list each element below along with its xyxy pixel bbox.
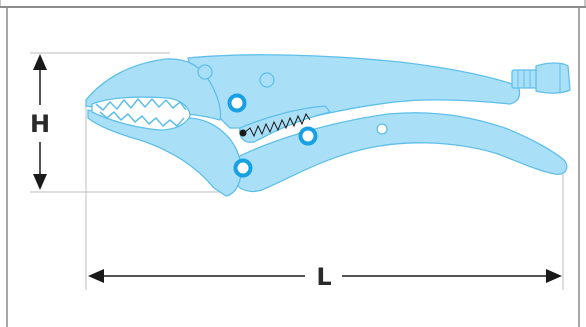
handle-hole-icon [260,73,274,87]
pivot-bolt-icon [230,96,245,111]
pivot-bolt-icon [301,129,316,144]
upper-handle [188,55,520,128]
pivot-bolt-icon [236,161,251,176]
arrow-up-icon [33,54,47,70]
length-dimension: L [88,263,562,291]
height-dimension: H [30,54,50,190]
arrow-left-icon [88,269,104,283]
length-label: L [316,263,331,291]
handle-hole-icon [198,65,212,79]
lower-handle-hole-icon [377,124,387,134]
height-label: H [30,110,50,138]
arrow-down-icon [33,174,47,190]
adjustment-knob [536,63,570,93]
adjustment-screw [512,70,538,88]
arrow-right-icon [546,269,562,283]
locking-pliers-icon [86,55,570,196]
